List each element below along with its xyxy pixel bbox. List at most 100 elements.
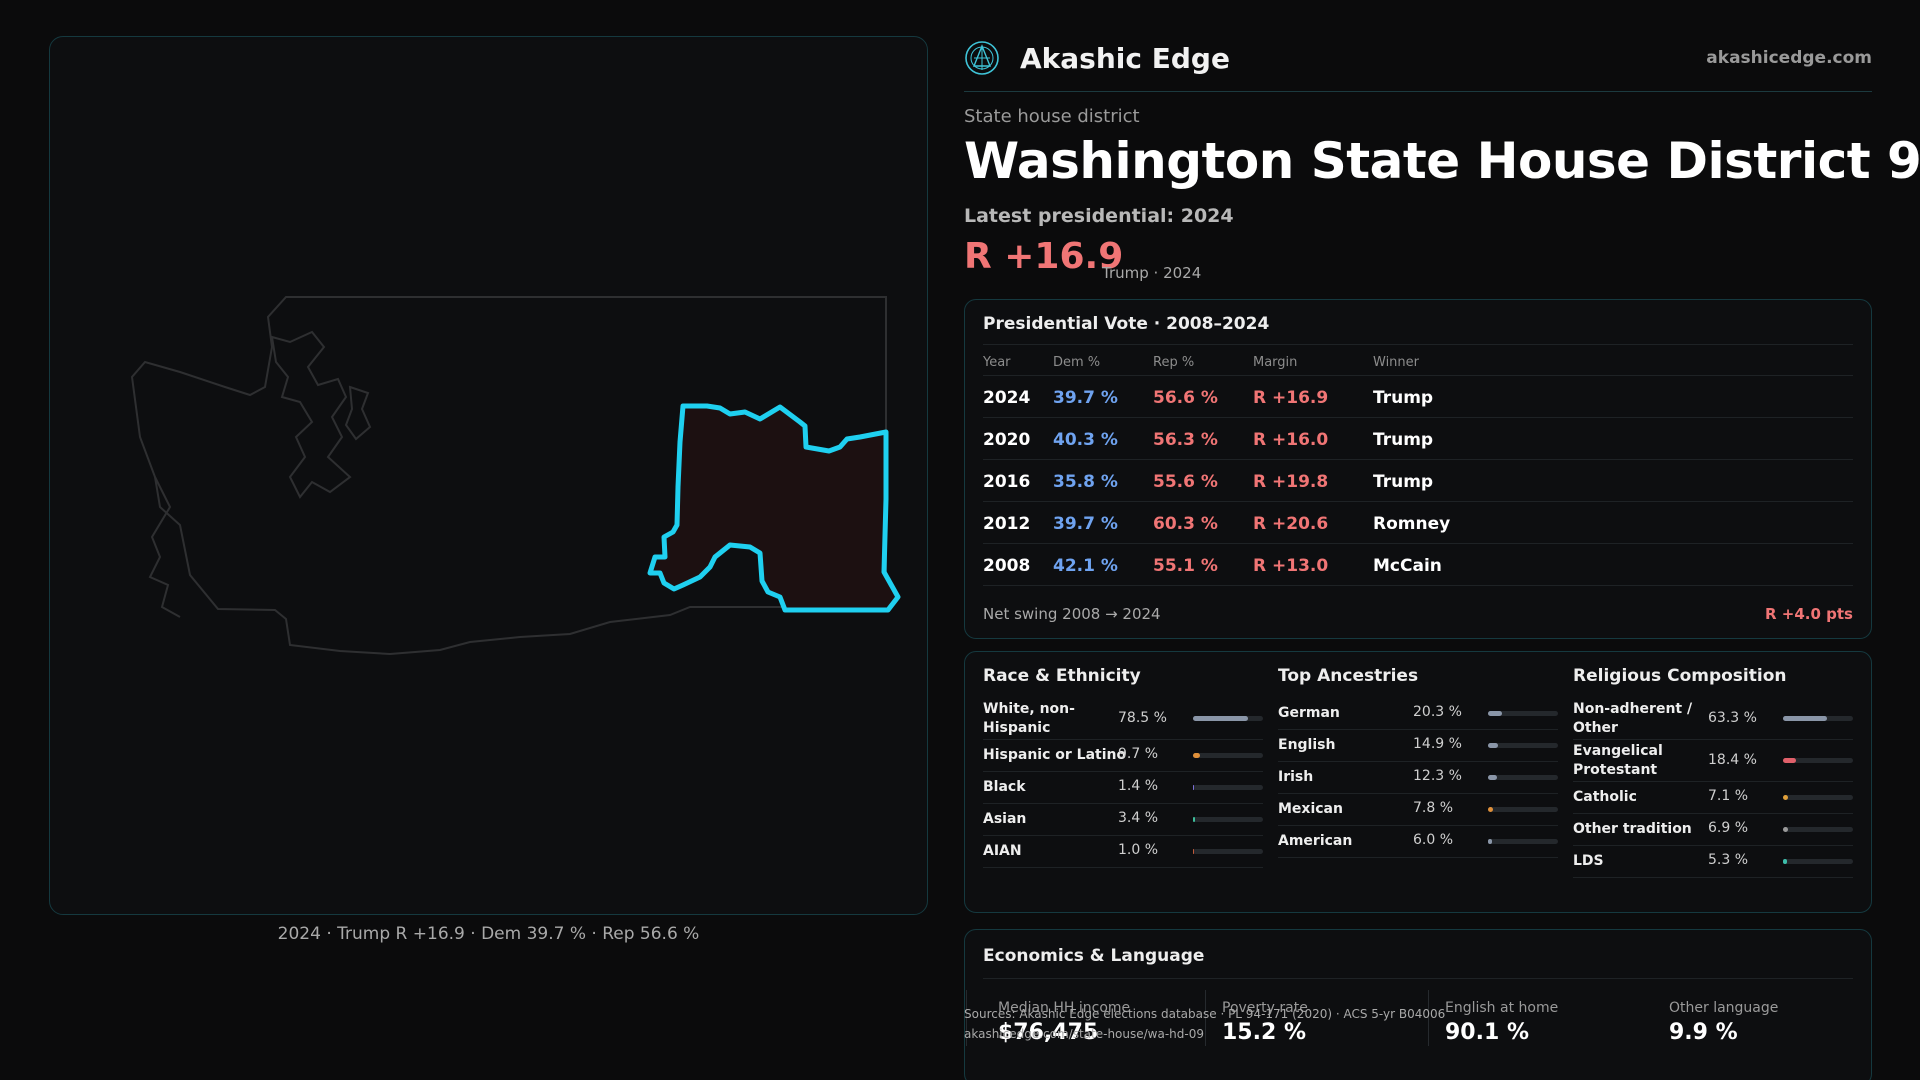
ancestry-bar <box>1488 711 1558 716</box>
race-value: 1.4 % <box>1118 778 1159 794</box>
race-bar-fill <box>1193 785 1195 790</box>
district-map[interactable] <box>49 36 928 915</box>
net-swing-label: Net swing 2008 → 2024 <box>983 605 1161 623</box>
ancestry-row: American 6.0 % <box>1278 826 1558 858</box>
dem-pct: 39.7 % <box>1053 388 1118 408</box>
religion-label: Other tradition <box>1573 821 1692 837</box>
stat-divider <box>1428 990 1429 1046</box>
divider <box>983 978 1853 979</box>
ancestry-bar <box>1488 775 1558 780</box>
stat-label: English at home <box>1445 1000 1559 1016</box>
vote-card-title: Presidential Vote · 2008–2024 <box>983 314 1270 334</box>
religion-value: 63.3 % <box>1708 710 1757 726</box>
religion-bar-fill <box>1783 795 1788 800</box>
ancestry-bar <box>1488 743 1558 748</box>
religion-label: Non-adherent / Other <box>1573 701 1693 736</box>
ancestry-value: 12.3 % <box>1413 768 1462 784</box>
ancestry-label: Irish <box>1278 769 1314 785</box>
presidential-vote-card: Presidential Vote · 2008–2024 Year Dem %… <box>964 299 1872 639</box>
ancestry-row: Irish 12.3 % <box>1278 762 1558 794</box>
religion-row: Evangelical Protestant 18.4 % <box>1573 740 1853 782</box>
race-ethnicity-column: Race & Ethnicity White, non-Hispanic 78.… <box>983 666 1263 868</box>
ancestry-title: Top Ancestries <box>1278 666 1419 686</box>
religion-row: LDS 5.3 % <box>1573 846 1853 878</box>
vote-row-2012: 2012 39.7 % 60.3 % R +20.6 Romney <box>983 502 1853 544</box>
dem-pct: 40.3 % <box>1053 430 1118 450</box>
ancestry-bar <box>1488 807 1558 812</box>
religion-bar-fill <box>1783 716 1828 721</box>
ancestry-label: English <box>1278 737 1336 753</box>
demographics-card: Race & Ethnicity White, non-Hispanic 78.… <box>964 651 1872 913</box>
race-row: White, non-Hispanic 78.5 % <box>983 698 1263 740</box>
religion-bar <box>1783 758 1853 763</box>
ancestry-bar-fill <box>1488 839 1493 844</box>
race-bar <box>1193 849 1263 854</box>
stat-median-income: Median HH income $76,475 <box>998 1000 1198 1045</box>
year: 2008 <box>983 556 1031 576</box>
vote-row-2020: 2020 40.3 % 56.3 % R +16.0 Trump <box>983 418 1853 460</box>
winner: Trump <box>1373 430 1434 450</box>
religion-bar-fill <box>1783 758 1796 763</box>
brand-name: Akashic Edge <box>1020 41 1230 75</box>
winner: Romney <box>1373 514 1451 534</box>
headline-margin-note: Trump · 2024 <box>1102 264 1202 282</box>
race-bar-fill <box>1193 716 1248 721</box>
religion-value: 18.4 % <box>1708 752 1757 768</box>
race-row: Hispanic or Latino 9.7 % <box>983 740 1263 772</box>
ancestry-bar-fill <box>1488 743 1499 748</box>
latest-presidential: Latest presidential: 2024 <box>964 205 1234 227</box>
source-footnote: Sources: Akashic Edge elections database… <box>964 1004 1445 1044</box>
race-value: 1.0 % <box>1118 842 1159 858</box>
religion-row: Non-adherent / Other 63.3 % <box>1573 698 1853 740</box>
stat-value: 15.2 % <box>1222 1020 1306 1045</box>
rep-pct: 56.6 % <box>1153 388 1218 408</box>
religion-row: Catholic 7.1 % <box>1573 782 1853 814</box>
race-value: 3.4 % <box>1118 810 1159 826</box>
race-bar <box>1193 753 1263 758</box>
map-caption: 2024 · Trump R +16.9 · Dem 39.7 % · Rep … <box>277 924 700 944</box>
stat-divider <box>1205 990 1206 1046</box>
race-label: Black <box>983 779 1026 795</box>
stat-label: Poverty rate <box>1222 1000 1308 1016</box>
religion-label: Catholic <box>1573 789 1637 805</box>
brand-url-link[interactable]: akashicedge.com <box>1706 48 1872 68</box>
stat-value: 9.9 % <box>1669 1020 1738 1045</box>
divider <box>983 344 1853 345</box>
ancestry-bar <box>1488 839 1558 844</box>
ancestry-bar-fill <box>1488 807 1494 812</box>
religion-bar-fill <box>1783 859 1787 864</box>
ancestry-label: German <box>1278 705 1340 721</box>
ancestry-row: English 14.9 % <box>1278 730 1558 762</box>
margin: R +20.6 <box>1253 514 1329 534</box>
religion-row: Other tradition 6.9 % <box>1573 814 1853 846</box>
ancestry-value: 6.0 % <box>1413 832 1454 848</box>
state-outline <box>130 296 887 656</box>
col-header-winner: Winner <box>1373 355 1420 370</box>
district-9-shape[interactable] <box>647 403 901 613</box>
religion-column: Religious Composition Non-adherent / Oth… <box>1573 666 1853 878</box>
winner: McCain <box>1373 556 1442 576</box>
source-permalink[interactable]: akashicedge.com/state-house/wa-hd-09 <box>964 1027 1204 1041</box>
rep-pct: 55.6 % <box>1153 472 1218 492</box>
net-swing-value: R +4.0 pts <box>1765 605 1853 623</box>
race-value: 9.7 % <box>1118 746 1159 762</box>
ancestry-row: Mexican 7.8 % <box>1278 794 1558 826</box>
stat-label: Other language <box>1669 1000 1779 1016</box>
race-row: Black 1.4 % <box>983 772 1263 804</box>
header-divider <box>964 91 1872 92</box>
religion-value: 5.3 % <box>1708 852 1749 868</box>
religion-bar <box>1783 859 1853 864</box>
race-bar <box>1193 716 1263 721</box>
race-label: White, non-Hispanic <box>983 701 1075 736</box>
ancestry-value: 20.3 % <box>1413 704 1462 720</box>
stat-value: $76,475 <box>998 1020 1099 1045</box>
ancestry-bar-fill <box>1488 775 1497 780</box>
religion-bar <box>1783 716 1853 721</box>
district-type: State house district <box>964 106 1140 127</box>
race-label: Asian <box>983 811 1027 827</box>
vote-row-2008: 2008 42.1 % 55.1 % R +13.0 McCain <box>983 544 1853 586</box>
religion-label: LDS <box>1573 853 1604 869</box>
stat-value: 90.1 % <box>1445 1020 1529 1045</box>
headline-margin: R +16.9 <box>964 236 1124 277</box>
ancestry-column: Top Ancestries German 20.3 % English 14.… <box>1278 666 1558 858</box>
